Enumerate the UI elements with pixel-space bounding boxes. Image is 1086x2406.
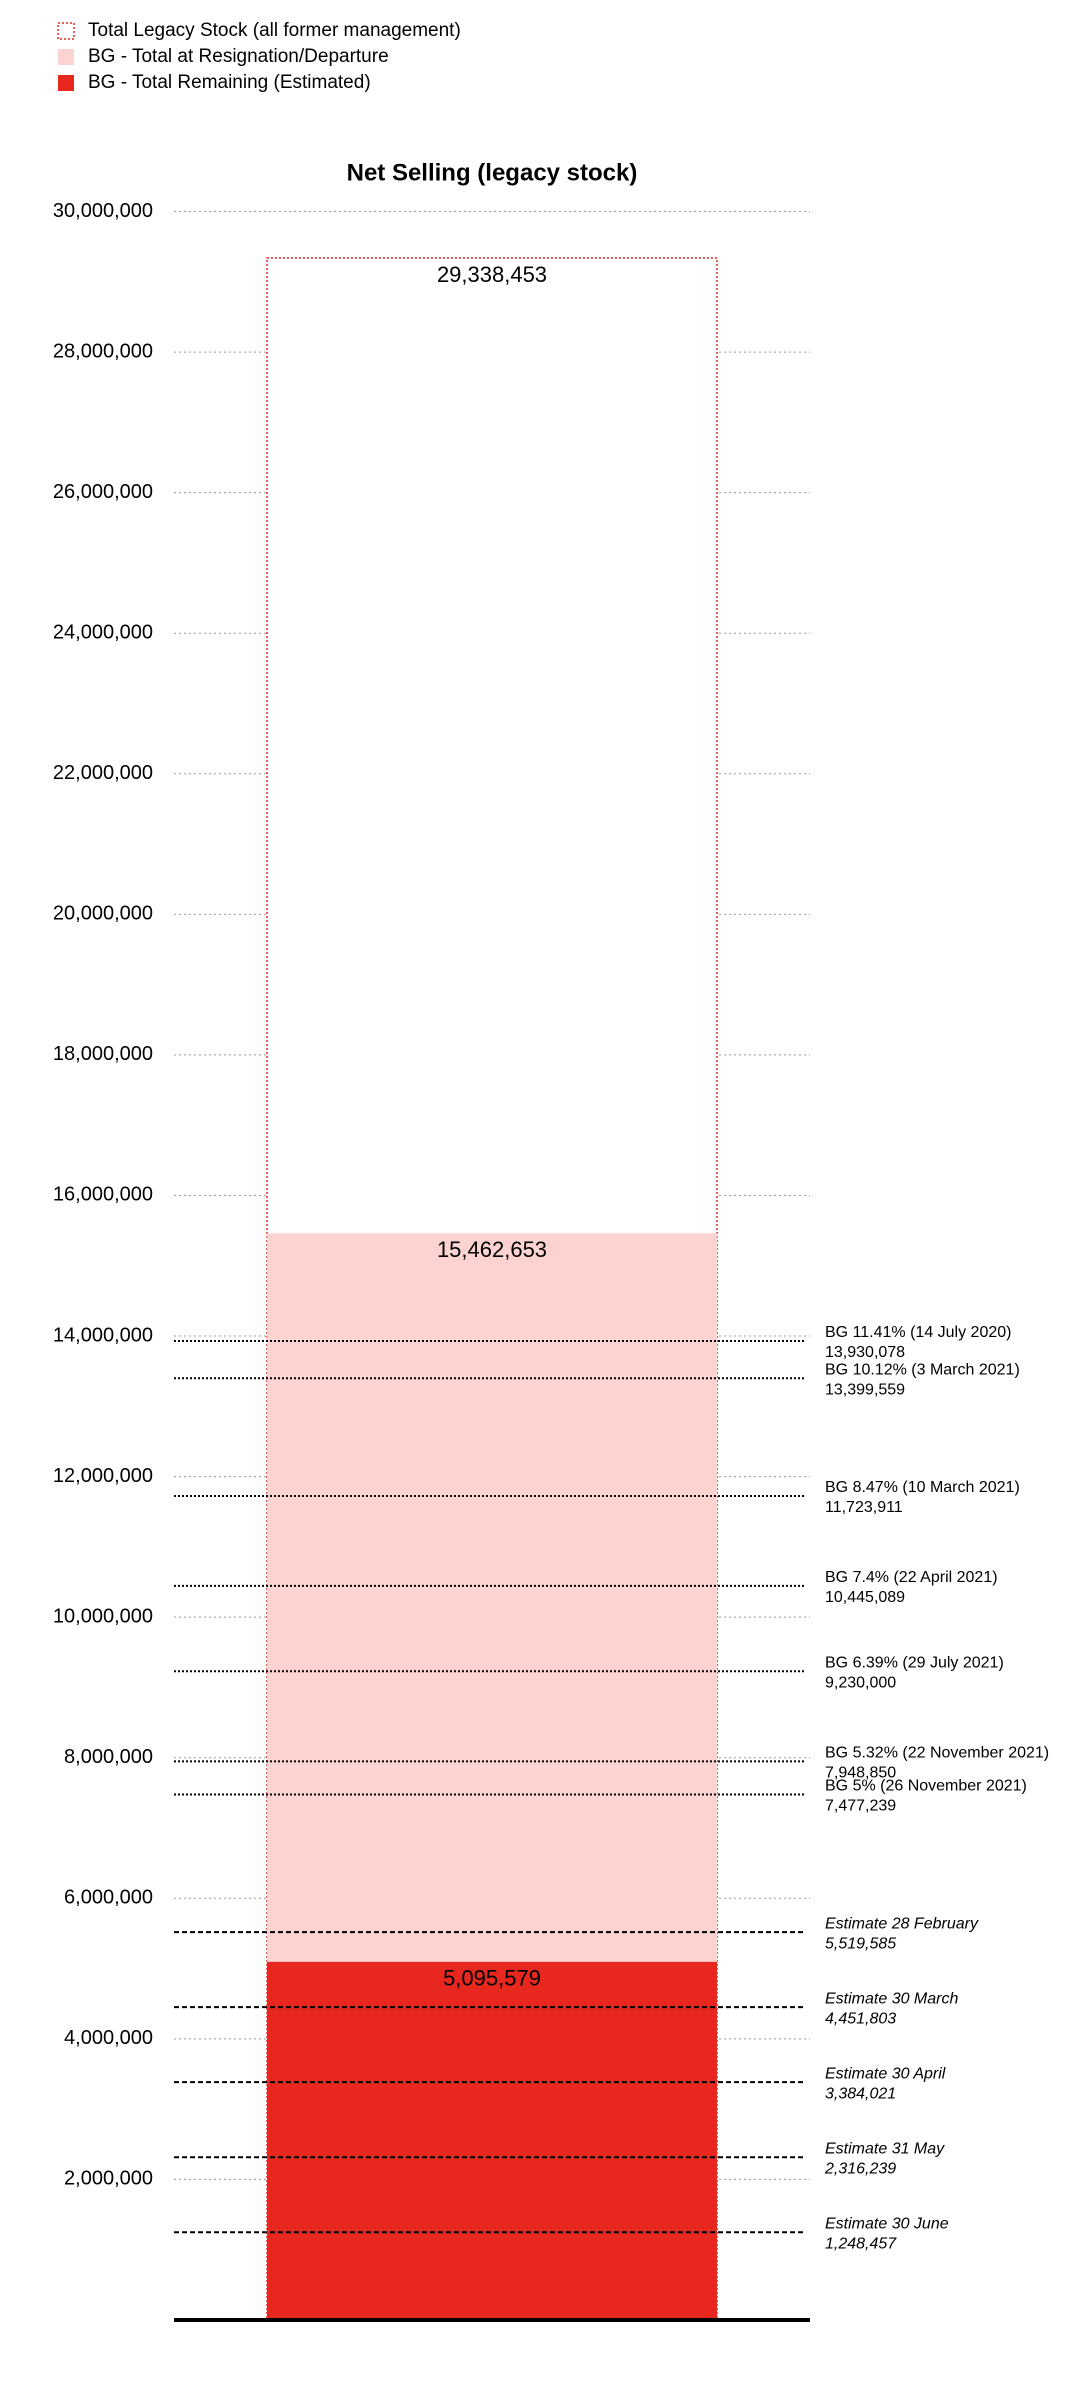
reference-value: 9,230,000 [825,1675,896,1692]
reference-value: 5,519,585 [825,1935,896,1952]
reference-label: Estimate 30 March [825,1990,958,2007]
y-tick-label: 20,000,000 [53,903,153,925]
reference-value: 13,930,078 [825,1344,905,1361]
reference-value: 2,316,239 [824,2160,896,2177]
reference-label: Estimate 30 June [825,2215,949,2232]
legend-swatch [58,49,74,65]
reference-label: BG 5% (26 November 2021) [825,1778,1027,1795]
reference-value: 10,445,089 [825,1589,905,1606]
y-tick-label: 18,000,000 [53,1043,153,1065]
y-tick-label: 10,000,000 [53,1605,153,1627]
reference-value: 11,723,911 [825,1499,903,1516]
reference-label: BG 5.32% (22 November 2021) [825,1745,1049,1762]
y-tick-label: 4,000,000 [64,2027,153,2049]
legend-label: BG - Total Remaining (Estimated) [88,72,371,93]
y-tick-label: 14,000,000 [53,1324,153,1346]
reference-value: 4,451,803 [825,2010,896,2027]
y-tick-label: 12,000,000 [53,1465,153,1487]
reference-label: BG 7.4% (22 April 2021) [825,1569,998,1586]
legend-swatch [57,22,75,40]
y-tick-label: 30,000,000 [53,200,153,222]
reference-label: Estimate 28 February [825,1915,979,1932]
reference-value: 7,477,239 [825,1798,896,1815]
y-tick-label: 6,000,000 [64,1887,153,1909]
chart-title: Net Selling (legacy stock) [347,159,638,186]
y-tick-label: 2,000,000 [64,2168,153,2190]
reference-label: BG 11.41% (14 July 2020) [825,1324,1011,1341]
bar-value-label: 5,095,579 [443,1966,541,1991]
reference-label: BG 10.12% (3 March 2021) [825,1361,1020,1378]
reference-label: Estimate 31 May [825,2140,945,2157]
bar-value-label: 15,462,653 [437,1237,547,1262]
reference-label: BG 8.47% (10 March 2021) [825,1479,1020,1496]
y-tick-label: 26,000,000 [53,481,153,503]
legend-label: Total Legacy Stock (all former managemen… [88,20,461,41]
bar-value-label: 29,338,453 [437,262,547,287]
y-tick-label: 22,000,000 [53,762,153,784]
bar [267,1961,717,2320]
reference-value: 1,248,457 [825,2235,897,2252]
reference-label: BG 6.39% (29 July 2021) [825,1655,1004,1672]
y-tick-label: 16,000,000 [53,1184,153,1206]
y-tick-label: 24,000,000 [53,621,153,643]
reference-label: Estimate 30 April [825,2065,946,2082]
legend-label: BG - Total at Resignation/Departure [88,46,389,67]
y-tick-label: 8,000,000 [64,1746,153,1768]
reference-value: 13,399,559 [825,1381,905,1398]
legend-swatch [58,75,74,91]
reference-value: 3,384,021 [825,2085,896,2102]
reference-value: 7,948,850 [825,1765,896,1782]
y-tick-label: 28,000,000 [53,340,153,362]
